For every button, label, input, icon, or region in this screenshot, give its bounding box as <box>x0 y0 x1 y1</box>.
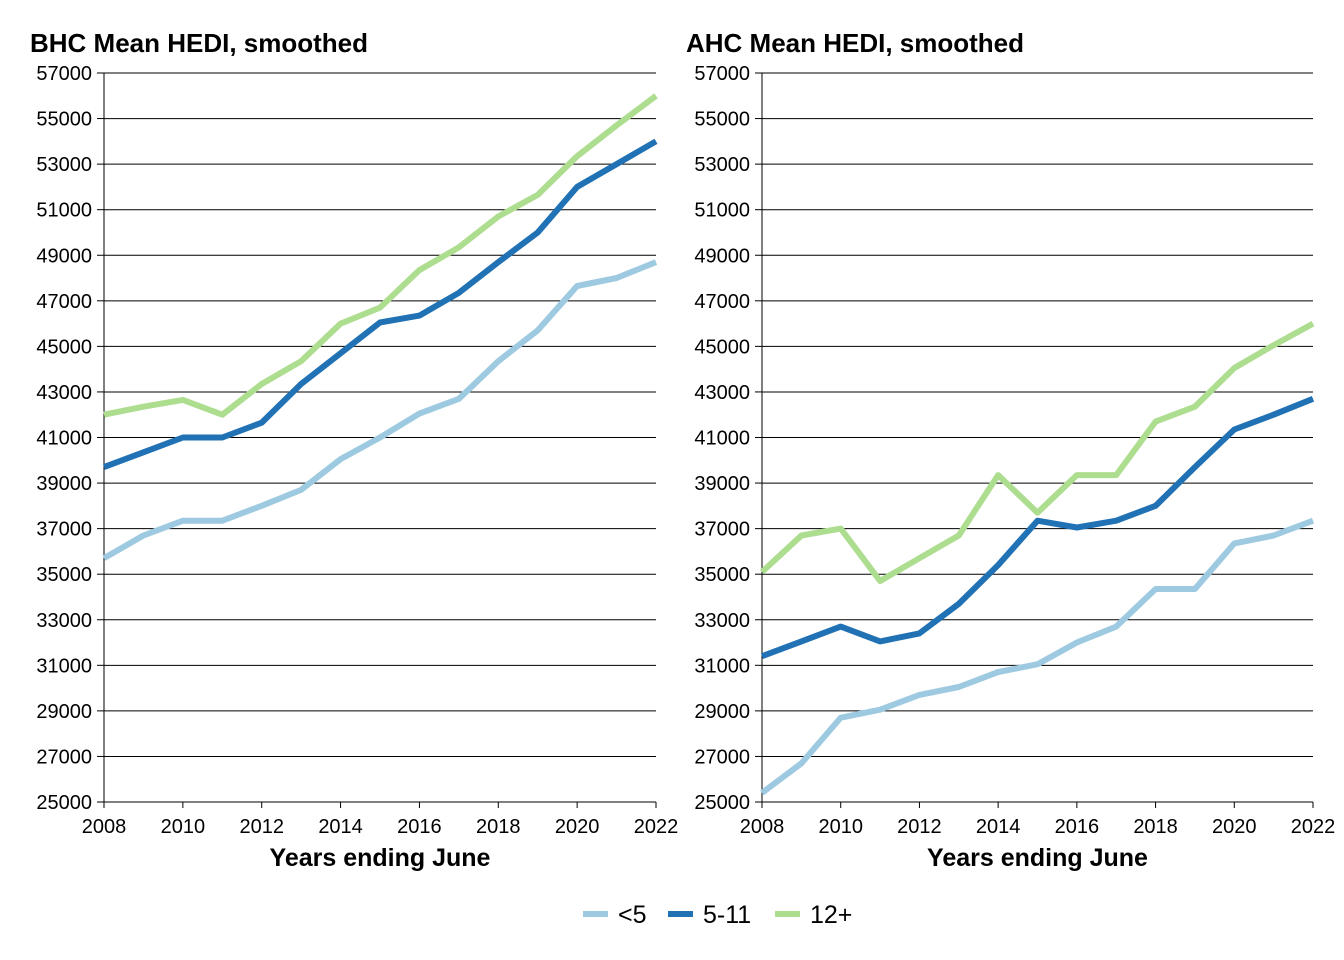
y-tick-label: 55000 <box>36 109 92 131</box>
y-tick-label: 53000 <box>36 154 92 176</box>
chart-panel-bhc: BHC Mean HEDI, smoothed 25000 27000 29000 31… <box>30 28 678 872</box>
series-line-under-5 <box>760 517 1315 796</box>
legend-label: <5 <box>618 901 647 929</box>
series-line-under-5 <box>102 259 658 561</box>
legend-item: 12+ <box>775 901 852 929</box>
y-tick-label: 33000 <box>36 610 92 632</box>
chart-title: BHC Mean HEDI, smoothed <box>30 28 368 58</box>
legend: <5 5-11 12+ <box>583 901 852 929</box>
legend-label: 5-11 <box>703 901 751 929</box>
x-axis-label: Years ending June <box>270 844 491 872</box>
y-tick-label: 27000 <box>36 746 92 768</box>
x-tick-label: 2020 <box>1212 816 1257 838</box>
x-tick-label: 2016 <box>397 816 442 838</box>
y-tick-label: 49000 <box>36 245 92 267</box>
legend-item: <5 <box>583 901 647 929</box>
x-tick-label: 2010 <box>818 816 863 838</box>
y-tick-label: 31000 <box>694 655 750 677</box>
y-tick-label: 47000 <box>36 291 92 313</box>
chart-title: AHC Mean HEDI, smoothed <box>686 28 1024 58</box>
x-tick-label: 2010 <box>161 816 206 838</box>
x-tick-label: 2014 <box>976 816 1021 838</box>
y-tick-label: 43000 <box>36 382 92 404</box>
y-tick-label: 37000 <box>36 519 92 541</box>
x-axis-label: Years ending June <box>927 844 1148 872</box>
chart-panel-ahc: AHC Mean HEDI, smoothed 25000 27000 29000 31… <box>686 28 1335 872</box>
y-tick-label: 47000 <box>694 291 750 313</box>
legend-label: 12+ <box>810 901 852 929</box>
y-tick-label: 57000 <box>694 63 750 85</box>
y-tick-label: 25000 <box>36 792 92 814</box>
x-tick-label: 2018 <box>476 816 521 838</box>
y-tick-label: 43000 <box>694 382 750 404</box>
x-tick-label: 2020 <box>555 816 600 838</box>
x-tick-label: 2022 <box>1291 816 1336 838</box>
y-tick-label: 31000 <box>36 655 92 677</box>
y-tick-label: 39000 <box>694 473 750 495</box>
y-tick-label: 41000 <box>694 428 750 450</box>
y-tick-label: 35000 <box>36 564 92 586</box>
y-tick-label: 53000 <box>694 154 750 176</box>
legend-item: 5-11 <box>668 901 751 929</box>
y-tick-label: 29000 <box>694 701 750 723</box>
x-tick-label: 2018 <box>1133 816 1178 838</box>
y-tick-label: 55000 <box>694 109 750 131</box>
series-line-5-11 <box>102 138 658 470</box>
series-line-12-plus <box>759 320 1315 584</box>
y-tick-label: 41000 <box>36 428 92 450</box>
x-tick-label: 2022 <box>634 816 679 838</box>
x-tick-label: 2008 <box>740 816 785 838</box>
x-tick-label: 2014 <box>318 816 363 838</box>
x-tick-label: 2012 <box>239 816 284 838</box>
y-tick-label: 51000 <box>36 200 92 222</box>
series-line-5-11 <box>760 396 1315 660</box>
x-tick-label: 2016 <box>1055 816 1100 838</box>
y-tick-label: 33000 <box>694 610 750 632</box>
y-tick-label: 49000 <box>694 245 750 267</box>
y-tick-label: 39000 <box>36 473 92 495</box>
y-tick-label: 37000 <box>694 519 750 541</box>
y-tick-label: 29000 <box>36 701 92 723</box>
y-tick-label: 35000 <box>694 564 750 586</box>
y-tick-label: 27000 <box>694 746 750 768</box>
y-tick-label: 51000 <box>694 200 750 222</box>
y-tick-label: 45000 <box>36 336 92 358</box>
y-tick-label: 45000 <box>694 336 750 358</box>
y-tick-label: 57000 <box>36 63 92 85</box>
x-tick-label: 2012 <box>897 816 942 838</box>
x-tick-label: 2008 <box>82 816 127 838</box>
series-line-12-plus <box>103 93 658 418</box>
y-tick-label: 25000 <box>694 792 750 814</box>
